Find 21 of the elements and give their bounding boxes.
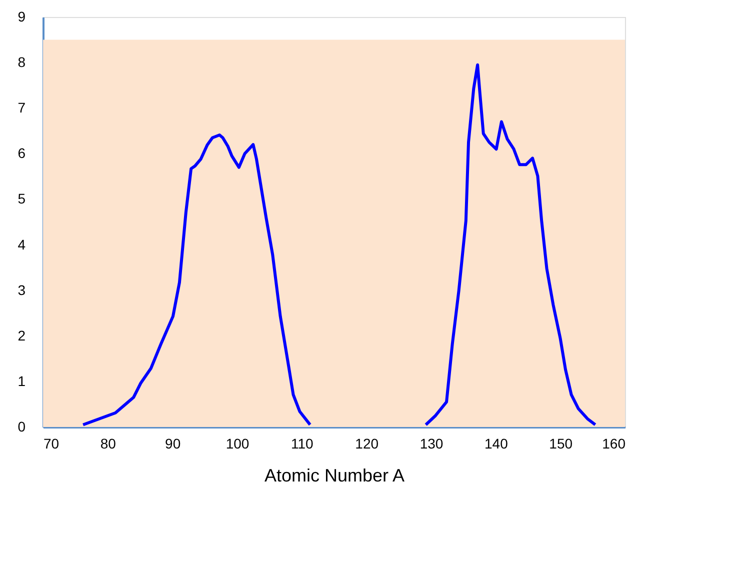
y-tick-label: 6: [18, 145, 26, 162]
x-tick-label: 130: [420, 436, 444, 452]
y-tick-label: 7: [18, 100, 26, 116]
y-tick-label: 0: [18, 418, 26, 434]
y-tick-label: 1: [18, 372, 26, 389]
y-tick-label: 4: [18, 236, 26, 252]
x-tick-label: 140: [484, 436, 508, 452]
y-tick-label: 8: [18, 54, 26, 70]
y-tick-label: 2: [18, 327, 26, 344]
y-tick-label: 5: [18, 190, 26, 207]
y-tick-label: 3: [18, 282, 26, 298]
x-axis-title: Atomic Number A: [264, 466, 405, 486]
x-tick-label: 110: [291, 436, 314, 452]
x-tick-label: 100: [226, 436, 250, 452]
y-tick-label: 9: [18, 8, 26, 24]
x-tick-label: 90: [165, 436, 181, 452]
x-tick-label: 150: [549, 436, 573, 452]
x-tick-label: 80: [100, 436, 116, 452]
x-tick-label: 70: [44, 436, 60, 452]
x-tick-label: 120: [355, 436, 379, 452]
x-tick-label: 160: [602, 436, 626, 452]
